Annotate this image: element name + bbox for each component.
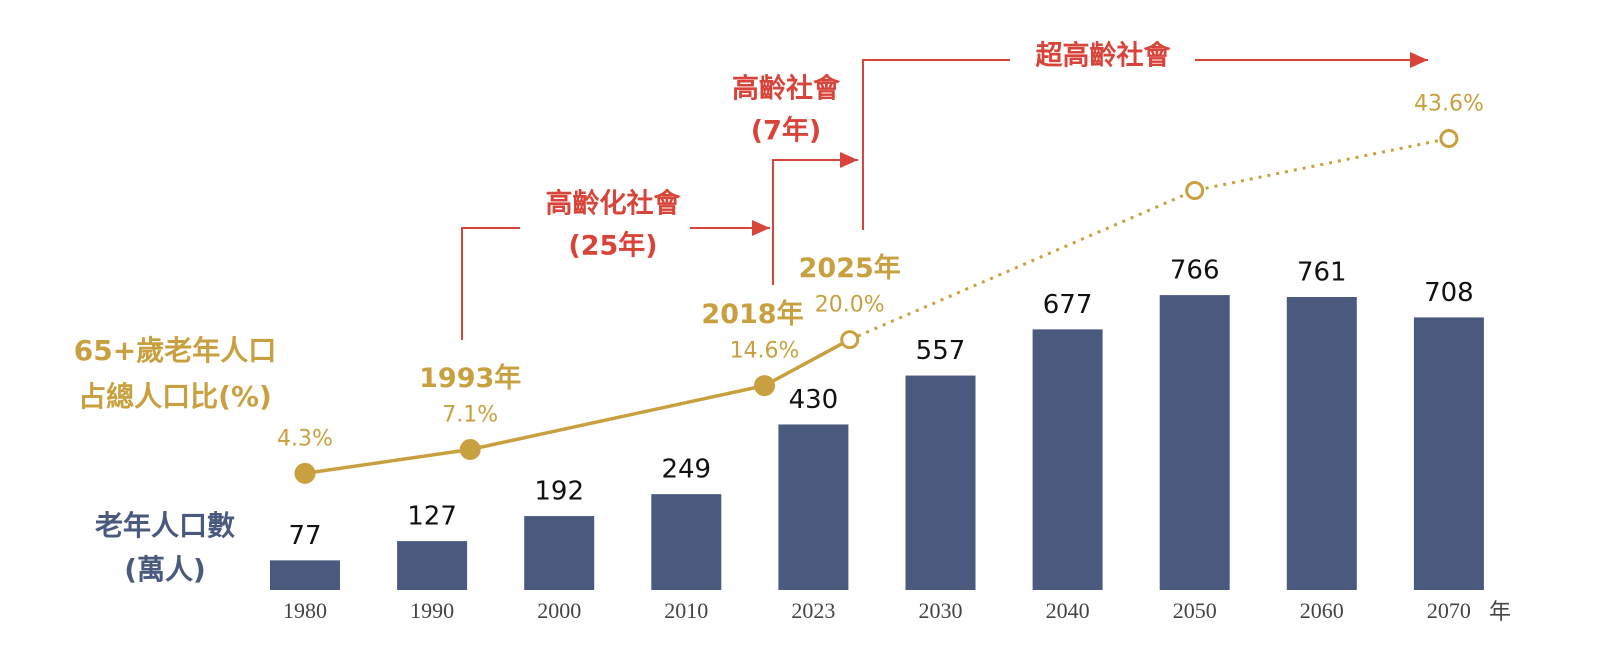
bar	[1159, 295, 1230, 590]
bracket	[461, 227, 520, 340]
annotation-brackets	[461, 52, 1428, 340]
line-point	[754, 375, 776, 397]
bracket	[862, 59, 1010, 230]
bracket	[772, 152, 858, 285]
line-point	[1439, 129, 1459, 149]
annotation: (7年)	[751, 115, 821, 147]
x-tick-label: 2010	[664, 598, 708, 623]
x-unit: 年	[1489, 600, 1511, 625]
bar	[524, 516, 595, 590]
bar-label: 766	[1170, 256, 1220, 286]
annotation: (25年)	[568, 230, 657, 262]
x-tick-label: 2070	[1427, 598, 1471, 623]
bar-label: 557	[916, 336, 966, 366]
line-actual	[304, 338, 851, 476]
bar-label: 192	[534, 477, 584, 507]
bar-label: 249	[661, 455, 711, 485]
bar-label: 761	[1297, 258, 1347, 288]
bar-series-label: 老年人口數	[95, 509, 235, 542]
x-tick-label: 1990	[410, 598, 454, 623]
x-tick-label: 1980	[283, 598, 327, 623]
x-tick-label: 2023	[791, 598, 835, 623]
value-label: 14.6%	[730, 339, 800, 364]
bar	[651, 494, 722, 590]
year-label: 1993年	[419, 362, 521, 394]
bar	[778, 424, 849, 590]
value-label: 43.6%	[1414, 92, 1484, 117]
line-point	[840, 330, 860, 350]
bar	[270, 560, 340, 590]
line-point	[1185, 181, 1205, 200]
bar-series-label: (萬人)	[124, 553, 206, 586]
line-projected	[849, 137, 1450, 341]
line-point	[459, 439, 481, 461]
value-label: 4.3%	[277, 426, 333, 451]
x-tick-label: 2030	[919, 598, 963, 623]
bar-label: 677	[1043, 290, 1093, 320]
annotation: 超高齡社會	[1036, 40, 1172, 72]
year-label: 2025年	[799, 252, 901, 284]
annotation: 高齡社會	[732, 73, 841, 105]
bar	[905, 375, 976, 590]
x-tick-label: 2040	[1046, 598, 1090, 623]
line-series-label: 65+歲老年人口	[74, 334, 276, 367]
bar-label: 127	[407, 502, 457, 532]
x-tick-label: 2050	[1173, 598, 1217, 623]
bar	[1413, 317, 1484, 590]
bar	[1286, 297, 1357, 590]
value-label: 7.1%	[442, 403, 498, 428]
bar	[397, 541, 468, 590]
bar	[1032, 329, 1103, 590]
value-label: 20.0%	[815, 293, 885, 318]
x-tick-label: 2060	[1300, 598, 1344, 623]
line-point	[294, 462, 316, 484]
bar-label: 430	[789, 385, 839, 415]
line-series-label: 占總人口比(%)	[78, 380, 272, 413]
year-label: 2018年	[701, 298, 803, 330]
bar-label: 77	[288, 521, 321, 551]
x-tick-label: 2000	[537, 598, 581, 623]
bar-label: 708	[1424, 278, 1474, 308]
annotation: 高齡化社會	[546, 188, 682, 220]
